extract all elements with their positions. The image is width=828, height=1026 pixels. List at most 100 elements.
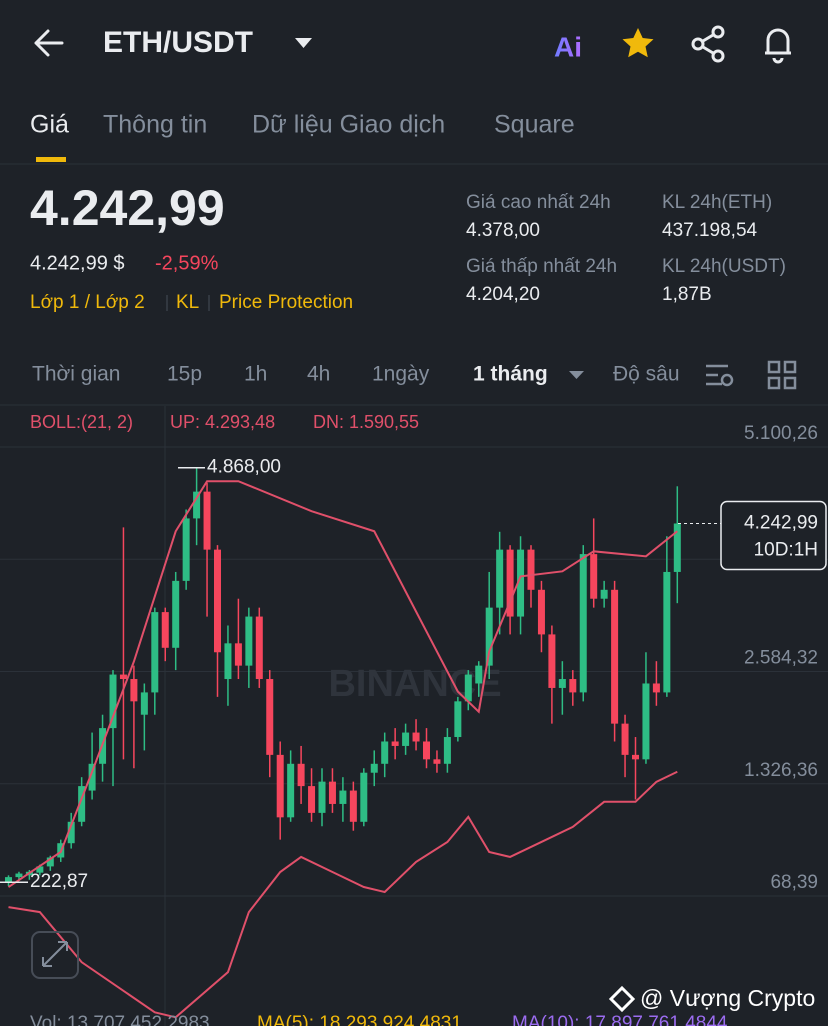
- volume-label: Vol: 13.707.452,2983: [30, 1013, 210, 1026]
- candle-body: [203, 491, 211, 550]
- candle-body: [276, 754, 284, 818]
- candle-body: [412, 732, 420, 742]
- candle-body: [370, 763, 378, 773]
- candle-body: [590, 554, 598, 599]
- candle-body: [402, 732, 410, 746]
- candle-body: [579, 554, 587, 693]
- interval-active[interactable]: 1 tháng: [473, 363, 548, 386]
- stat-value: 4.378,00: [466, 220, 540, 241]
- candle-body: [381, 741, 389, 764]
- tag[interactable]: Price Protection: [219, 292, 353, 313]
- candle-body: [548, 634, 556, 688]
- stat-label: KL 24h(ETH): [662, 192, 772, 213]
- candle-body: [245, 616, 253, 666]
- candle-body: [5, 877, 12, 882]
- candle-body: [109, 674, 117, 729]
- fiat-price: 4.242,99 $: [30, 252, 125, 274]
- y-tick-label: 1.326,36: [744, 760, 818, 781]
- watermark: BINANCE: [328, 663, 501, 705]
- candle-body: [140, 692, 148, 715]
- tag[interactable]: Lớp 1 / Lớp 2: [30, 292, 145, 313]
- candle-body: [600, 589, 608, 599]
- last-price: 4.242,99: [30, 180, 225, 236]
- tab[interactable]: Dữ liệu Giao dịch: [252, 111, 445, 139]
- volume-ma10: MA(10): 17.897.761,4844: [512, 1013, 728, 1026]
- stat-value: 437.198,54: [662, 220, 758, 241]
- candle-body: [475, 665, 483, 684]
- alert-bell[interactable]: [765, 28, 791, 64]
- bollinger-band: [8, 770, 678, 1019]
- candle-body: [318, 781, 326, 813]
- candle-body: [433, 759, 441, 764]
- indicator-settings[interactable]: [706, 364, 734, 387]
- candle-body: [423, 741, 430, 760]
- candle-body: [339, 790, 347, 804]
- interval-dropdown[interactable]: [569, 371, 584, 379]
- candle-body: [255, 616, 263, 680]
- candle-body: [496, 549, 504, 608]
- candle-body: [454, 701, 462, 738]
- indicator-label: UP: 4.293,48: [170, 412, 275, 432]
- expand-icon: [42, 941, 68, 967]
- stat-value: 1,87B: [662, 284, 712, 305]
- tag[interactable]: KL: [176, 292, 199, 313]
- candle-body: [172, 580, 180, 648]
- tab-active[interactable]: Giá: [30, 111, 69, 139]
- stat-label: Giá cao nhất 24h: [466, 192, 611, 213]
- back-button[interactable]: [34, 29, 64, 57]
- tab[interactable]: Thông tin: [103, 111, 207, 139]
- candle-body: [182, 518, 190, 581]
- tab[interactable]: Square: [494, 111, 575, 139]
- candle-body: [391, 741, 399, 746]
- candle-body: [234, 643, 242, 666]
- candle-body: [67, 821, 75, 844]
- layout-button[interactable]: [767, 360, 797, 390]
- candle-body: [621, 723, 629, 755]
- volume-ma5: MA(5): 18.293.924,4831: [257, 1013, 462, 1026]
- candle-body: [527, 549, 535, 590]
- candle-body: [611, 589, 619, 724]
- candle-body: [558, 679, 566, 688]
- candle-body: [287, 763, 295, 818]
- candle-body: [464, 674, 472, 702]
- price-tag-value: 4.242,99: [744, 513, 818, 534]
- candle-body: [15, 873, 23, 878]
- interval[interactable]: 1h: [244, 363, 267, 386]
- candle-body: [161, 612, 169, 648]
- pair-title[interactable]: ETH/USDT: [103, 26, 253, 59]
- candle-body: [663, 571, 671, 693]
- pair-dropdown[interactable]: [295, 38, 312, 48]
- stat-value: 4.204,20: [466, 284, 540, 305]
- favorite-star[interactable]: [622, 28, 654, 58]
- y-tick-label: 68,39: [770, 872, 818, 893]
- interval[interactable]: 15p: [167, 363, 202, 386]
- stat-label: Giá thấp nhất 24h: [466, 256, 617, 277]
- candle-body: [632, 754, 639, 760]
- candle-body: [328, 781, 336, 804]
- candle-body: [46, 857, 54, 867]
- interval[interactable]: Thời gian: [32, 363, 120, 386]
- candle-body: [569, 679, 577, 693]
- candle-body: [506, 549, 514, 617]
- interval[interactable]: 4h: [307, 363, 330, 386]
- interval[interactable]: 1ngày: [372, 363, 430, 386]
- candle-body: [485, 607, 493, 666]
- candle-body: [266, 679, 274, 755]
- candle-body: [673, 523, 681, 572]
- share-button[interactable]: [691, 25, 725, 63]
- credit: @ Vượng Crypto: [640, 985, 815, 1011]
- stat-label: KL 24h(USDT): [662, 256, 786, 277]
- high-marker-label: 4.868,00: [207, 457, 281, 478]
- candle-body: [642, 683, 650, 760]
- candle-body: [119, 674, 127, 680]
- ai-button[interactable]: Ai: [554, 31, 582, 62]
- low-marker-label: 222,87: [30, 871, 88, 892]
- tab-indicator: [36, 157, 66, 162]
- interval[interactable]: Độ sâu: [613, 363, 680, 386]
- y-tick-label: 5.100,26: [744, 423, 818, 444]
- indicator-label: DN: 1.590,55: [313, 412, 419, 432]
- bollinger-band: [7, 480, 678, 888]
- expand-button[interactable]: [31, 931, 79, 979]
